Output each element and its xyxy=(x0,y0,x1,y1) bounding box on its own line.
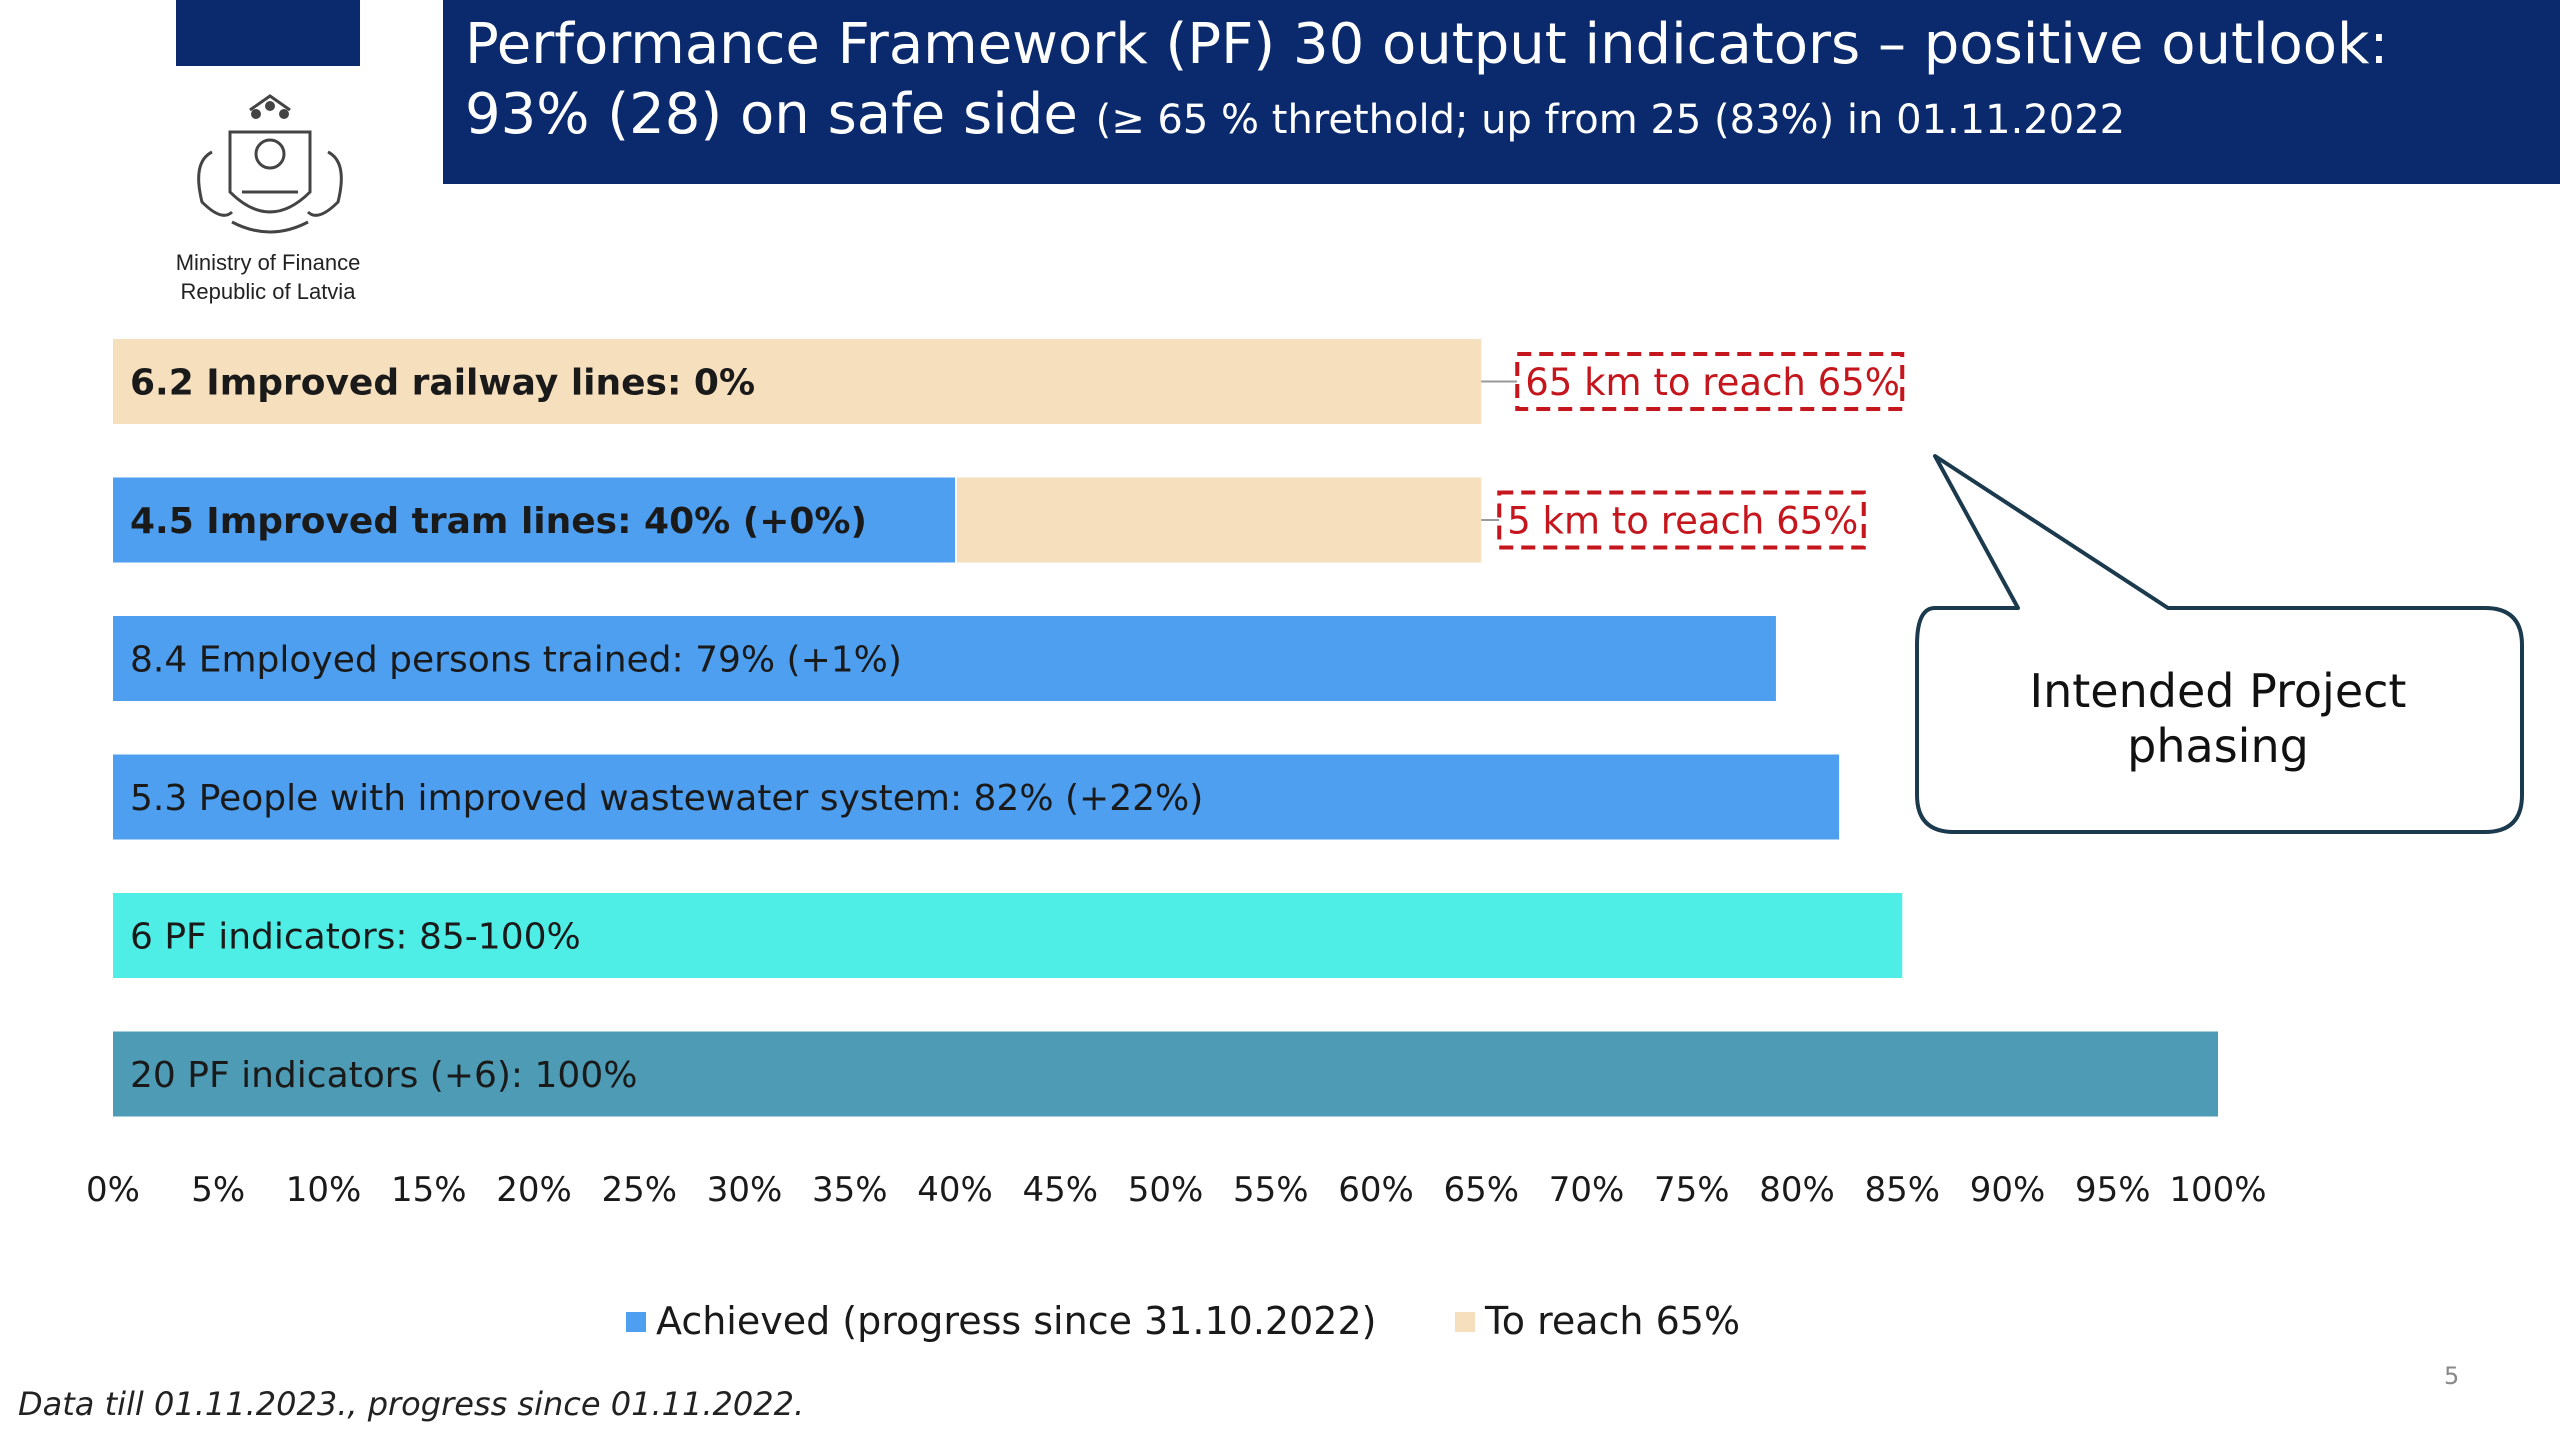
org-name-line1: Ministry of Finance xyxy=(175,250,361,275)
x-tick-label: 100% xyxy=(2169,1170,2266,1210)
bar-label: 8.4 Employed persons trained: 79% (+1%) xyxy=(130,640,902,681)
bar-achieved xyxy=(113,477,955,563)
legend-label: Achieved (progress since 31.10.2022) xyxy=(656,1299,1376,1343)
bar-achieved xyxy=(113,754,1840,840)
bar-achieved xyxy=(113,893,1903,978)
page-subtitle-note: (≥ 65 % threthold; up from 25 (83%) in 0… xyxy=(1095,97,2126,143)
annotation-text: 65 km to reach 65% xyxy=(1525,361,1900,404)
callout-bubble xyxy=(1915,454,2524,834)
page-number: 5 xyxy=(2444,1362,2460,1390)
bar-label: 20 PF indicators (+6): 100% xyxy=(130,1055,637,1096)
x-tick-label: 45% xyxy=(1022,1170,1098,1210)
latvia-coat-of-arms-icon xyxy=(197,94,343,234)
bar-to-reach xyxy=(957,477,1482,563)
annotation-text: 5 km to reach 65% xyxy=(1507,500,1858,543)
x-tick-label: 50% xyxy=(1128,1170,1204,1210)
x-tick-label: 85% xyxy=(1864,1170,1940,1210)
logo-banner xyxy=(176,0,360,66)
bar-to-reach xyxy=(113,339,1482,424)
page-subtitle: 93% (28) on safe side (≥ 65 % threthold;… xyxy=(465,80,2536,155)
bar-label: 4.5 Improved tram lines: 40% (+0%) xyxy=(130,501,867,542)
bar-label: 6 PF indicators: 85-100% xyxy=(130,917,581,958)
legend-swatch xyxy=(626,1312,646,1332)
org-name: Ministry of Finance Republic of Latvia xyxy=(118,248,418,306)
legend-swatch xyxy=(1455,1312,1475,1332)
callout-text: Intended Project phasing xyxy=(1918,664,2518,774)
page-subtitle-main: 93% (28) on safe side xyxy=(465,82,1078,147)
bar-achieved xyxy=(113,1031,2218,1117)
x-tick-label: 15% xyxy=(391,1170,467,1210)
page-title: Performance Framework (PF) 30 output ind… xyxy=(465,12,2389,77)
x-tick-label: 5% xyxy=(191,1170,245,1210)
x-tick-label: 90% xyxy=(1970,1170,2046,1210)
org-name-line2: Republic of Latvia xyxy=(180,279,356,304)
page-title-bar: Performance Framework (PF) 30 output ind… xyxy=(443,0,2560,184)
x-tick-label: 60% xyxy=(1338,1170,1414,1210)
x-tick-label: 0% xyxy=(86,1170,140,1210)
callout-line2: phasing xyxy=(2127,719,2309,773)
bar-label: 6.2 Improved railway lines: 0% xyxy=(130,363,755,404)
annotation-box xyxy=(1515,352,1905,411)
x-tick-label: 65% xyxy=(1443,1170,1519,1210)
x-tick-label: 20% xyxy=(496,1170,572,1210)
footnote: Data till 01.11.2023., progress since 01… xyxy=(18,1385,805,1423)
x-tick-label: 35% xyxy=(812,1170,888,1210)
x-tick-label: 40% xyxy=(917,1170,993,1210)
x-tick-label: 30% xyxy=(707,1170,783,1210)
x-tick-label: 80% xyxy=(1759,1170,1835,1210)
x-tick-label: 55% xyxy=(1233,1170,1309,1210)
x-tick-label: 75% xyxy=(1654,1170,1730,1210)
bar-achieved xyxy=(113,616,1776,701)
x-tick-label: 95% xyxy=(2075,1170,2151,1210)
x-tick-label: 10% xyxy=(286,1170,362,1210)
annotation-box xyxy=(1497,490,1866,550)
x-tick-label: 25% xyxy=(601,1170,677,1210)
legend-label: To reach 65% xyxy=(1484,1299,1740,1343)
callout-line1: Intended Project xyxy=(2029,664,2407,718)
bar-label: 5.3 People with improved wastewater syst… xyxy=(130,778,1203,819)
x-tick-label: 70% xyxy=(1549,1170,1625,1210)
